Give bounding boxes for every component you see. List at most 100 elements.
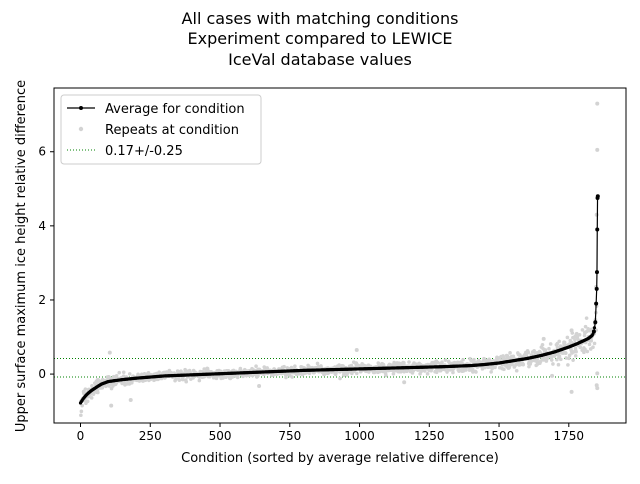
repeat-point [114,374,119,378]
repeat-point [594,383,599,388]
repeat-point [550,373,555,378]
repeat-point [545,354,550,359]
repeat-point [555,357,559,362]
x-axis-ticks: 0 250 500 750 1000 1250 1500 1750 [77,423,584,443]
repeat-point [315,361,320,366]
repeat-point [510,362,515,367]
repeat-point [293,364,297,368]
legend-box [60,94,262,165]
repeat-point [566,363,570,367]
repeat-point [127,372,132,376]
repeat-point [526,350,531,355]
repeat-point [443,358,448,362]
average-point [593,320,598,325]
repeat-point [501,354,505,358]
repeat-point [224,375,228,380]
y-axis-ticks: 0 2 4 6 [38,145,54,381]
legend-average-label: Average for condition [105,102,245,117]
repeat-point [121,374,126,379]
repeat-point [521,362,526,367]
repeat-point [594,212,599,217]
x-tick-label: 1750 [554,429,585,443]
repeat-point [528,362,532,366]
repeat-point [558,344,563,349]
repeat-point [85,399,90,404]
y-axis-label: Upper surface maximum ice height relativ… [14,80,29,432]
repeat-point [562,340,567,345]
repeat-point [107,350,112,355]
repeat-point [290,375,294,379]
average-series [78,194,600,405]
repeat-point [96,390,100,395]
repeat-point [573,354,578,358]
repeat-point [80,403,84,408]
repeat-point [472,357,476,362]
repeat-point [575,335,580,340]
repeat-point [338,376,342,381]
repeat-point [391,371,396,376]
repeat-point [128,398,133,403]
repeat-point [464,368,468,372]
repeat-point [354,371,359,376]
repeat-point [367,370,371,374]
repeat-point [89,396,94,400]
repeat-point [451,370,455,375]
repeat-point [584,316,589,320]
repeat-point [282,364,286,369]
repeat-point [197,378,202,383]
title-line-1: All cases with matching conditions [182,9,459,28]
repeat-point [179,369,183,373]
repeat-point [257,383,262,388]
repeat-point [563,351,568,355]
repeat-point [423,369,427,373]
repeat-point [582,333,587,338]
repeat-point [378,369,383,374]
plot-frame [53,87,627,424]
repeat-point [595,371,600,376]
repeat-point [547,346,551,351]
repeat-point [470,367,475,372]
repeat-point [333,372,338,377]
repeat-point [214,376,219,381]
repeat-point [585,349,590,354]
chart-title: All cases with matching conditions Exper… [182,9,459,69]
repeat-point [589,339,594,343]
repeat-point [578,345,583,350]
repeat-point [354,347,359,352]
repeat-point [489,370,493,374]
repeat-point [402,361,406,365]
repeat-point [567,356,571,361]
repeat-point [221,376,225,380]
average-point [594,301,599,306]
repeat-point [235,375,240,380]
repeat-point [595,147,600,152]
repeat-point [574,331,579,336]
x-axis-label: Condition (sorted by average relative di… [181,451,499,466]
repeat-point [419,369,423,374]
repeat-point [407,360,411,364]
repeat-point [540,343,545,347]
repeat-point [583,324,588,329]
title-line-3: IceVal database values [228,50,412,69]
repeat-point [79,413,83,418]
repeat-point [184,379,189,384]
repeat-point [502,367,506,372]
repeat-point [582,330,587,335]
repeat-point [90,384,94,388]
repeat-point [349,363,354,368]
repeat-point [574,349,578,354]
repeat-point [254,364,258,368]
repeat-point [425,372,430,376]
repeat-point [556,362,561,367]
legend-repeats-marker [78,126,84,132]
repeat-point [551,362,555,366]
y-tick-label: 6 [38,145,46,159]
repeat-point [538,359,543,364]
average-point [591,329,596,334]
title-line-2: Experiment compared to LEWICE [188,29,453,48]
y-tick-label: 0 [38,367,46,381]
average-point [594,270,599,275]
repeat-point [474,370,478,374]
repeat-point [79,409,84,414]
